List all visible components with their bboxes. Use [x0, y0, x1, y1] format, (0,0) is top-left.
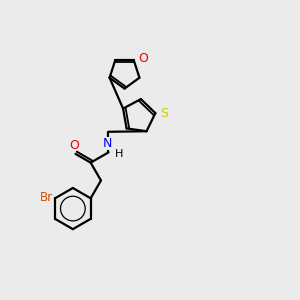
Text: S: S: [160, 106, 169, 120]
Text: O: O: [69, 139, 79, 152]
Text: Br: Br: [40, 190, 53, 204]
Text: H: H: [115, 148, 124, 158]
Text: O: O: [138, 52, 148, 65]
Text: N: N: [103, 137, 112, 150]
